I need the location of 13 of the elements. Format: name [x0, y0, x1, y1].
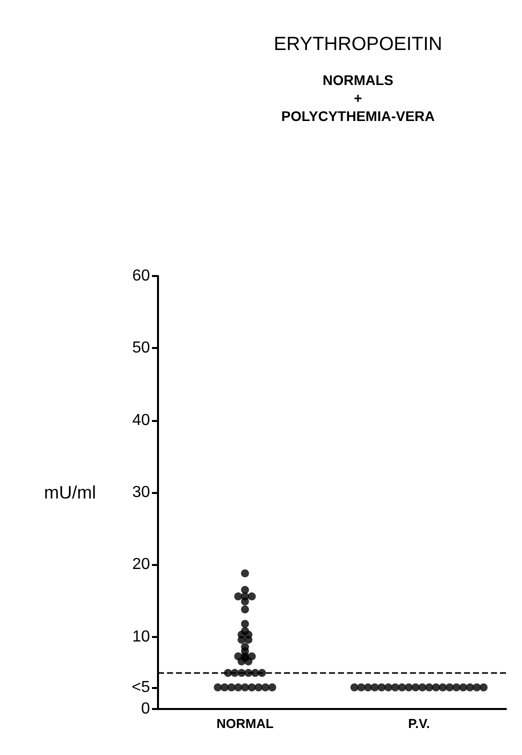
- y-tick-label: 50: [132, 340, 150, 357]
- y-axis-title: mU/ml: [44, 482, 96, 502]
- chart-subtitle: NORMALS + POLYCYTHEMIA-VERA: [281, 72, 435, 124]
- y-tick-label: <5: [132, 678, 150, 696]
- x-tick-label: P.V.: [408, 716, 430, 731]
- y-tick-label: 60: [132, 268, 150, 284]
- y-tick-label: 40: [132, 412, 150, 429]
- y-tick-label: 0: [141, 700, 150, 718]
- y-tick-label: 20: [132, 556, 150, 574]
- x-tick-label: NORMAL: [216, 716, 274, 731]
- y-tick-label: 30: [132, 484, 150, 501]
- chart-title: ERYTHROPOEITIN: [274, 34, 442, 55]
- y-tick-label: 10: [132, 628, 150, 646]
